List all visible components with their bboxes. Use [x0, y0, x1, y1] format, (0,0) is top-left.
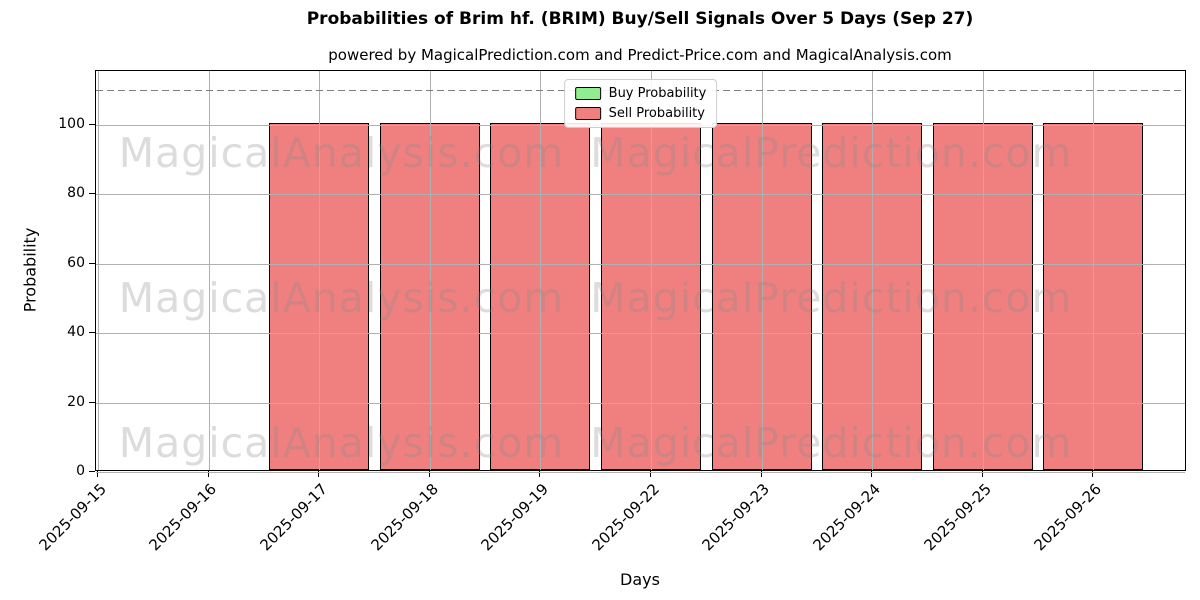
gridline-y-40	[96, 333, 1185, 334]
x-tick-label-text: 2025-09-24	[809, 480, 884, 555]
legend-item-sell: Sell Probability	[574, 106, 707, 121]
gridline-y-20	[96, 402, 1185, 404]
y-tick-label: 20	[67, 393, 85, 410]
x-tick-mark	[871, 471, 873, 477]
x-tick-label-text: 2025-09-26	[1030, 480, 1106, 555]
gridline-x-2025-09-19	[540, 71, 542, 470]
y-tick-label: 40	[67, 324, 85, 340]
x-tick-label-text: 2025-09-17	[256, 480, 331, 555]
y-tick-mark	[89, 332, 95, 333]
y-tick-mark	[89, 262, 95, 264]
y-tick-label: 80	[67, 185, 85, 201]
x-tick-mark	[207, 471, 209, 477]
gridline-y-0	[96, 472, 1185, 473]
x-tick-label-text: 2025-09-22	[588, 480, 663, 555]
watermark-text: MagicalAnalysis.com	[118, 274, 565, 322]
x-tick-label-text: 2025-09-19	[477, 480, 553, 555]
watermark-text: MagicalAnalysis.com	[118, 129, 565, 177]
x-axis-label: Days	[620, 570, 660, 589]
x-tick-mark	[1092, 471, 1094, 477]
gridline-x-2025-09-23	[761, 71, 763, 470]
watermark-text: MagicalPrediction.com	[590, 274, 1073, 322]
x-tick-mark	[760, 471, 762, 477]
y-tick-label: 100	[58, 115, 85, 132]
gridline-y-80	[96, 194, 1185, 195]
x-tick-mark	[97, 471, 98, 477]
gridline-x-2025-09-25	[982, 71, 984, 470]
x-tick-label-text: 2025-09-23	[698, 480, 774, 555]
y-tick-mark	[89, 471, 95, 472]
x-tick-label-text: 2025-09-18	[367, 480, 442, 555]
gridline-x-2025-09-16	[208, 71, 210, 470]
gridline-x-2025-09-15	[98, 71, 99, 470]
gridline-x-2025-09-24	[872, 71, 874, 470]
x-tick-mark	[981, 471, 983, 477]
x-tick-label-text: 2025-09-15	[35, 480, 110, 555]
watermark-text: MagicalPrediction.com	[590, 129, 1073, 177]
gridline-y-60	[96, 263, 1185, 265]
legend-label-buy: Buy Probability	[608, 86, 707, 101]
x-tick-mark	[650, 471, 651, 477]
legend: Buy Probability Sell Probability	[563, 79, 718, 128]
gridline-x-2025-09-18	[429, 71, 431, 470]
sell-probability-swatch	[574, 107, 601, 120]
y-tick-label: 0	[76, 463, 85, 479]
watermark-text: MagicalAnalysis.com	[118, 419, 565, 467]
x-tick-mark	[539, 471, 541, 477]
x-tick-label-text: 2025-09-25	[920, 480, 995, 555]
legend-label-sell: Sell Probability	[608, 106, 705, 121]
x-tick-label-text: 2025-09-16	[145, 480, 221, 555]
buy-probability-swatch	[574, 87, 601, 100]
chart-subtitle: powered by MagicalPrediction.com and Pre…	[328, 46, 952, 64]
gridline-x-2025-09-17	[319, 71, 321, 470]
chart-title: Probabilities of Brim hf. (BRIM) Buy/Sel…	[306, 9, 974, 29]
x-tick-mark	[428, 471, 430, 477]
legend-item-buy: Buy Probability	[574, 86, 707, 101]
plot-area: Buy Probability Sell Probability Magical…	[95, 70, 1186, 473]
gridline-x-2025-09-26	[1093, 71, 1095, 470]
y-tick-label: 60	[67, 254, 85, 271]
watermark-text: MagicalPrediction.com	[590, 419, 1073, 467]
x-tick-mark	[318, 471, 320, 477]
y-tick-mark	[89, 401, 95, 403]
gridline-x-2025-09-22	[651, 71, 652, 470]
y-tick-mark	[89, 193, 95, 194]
y-tick-mark	[89, 123, 95, 125]
